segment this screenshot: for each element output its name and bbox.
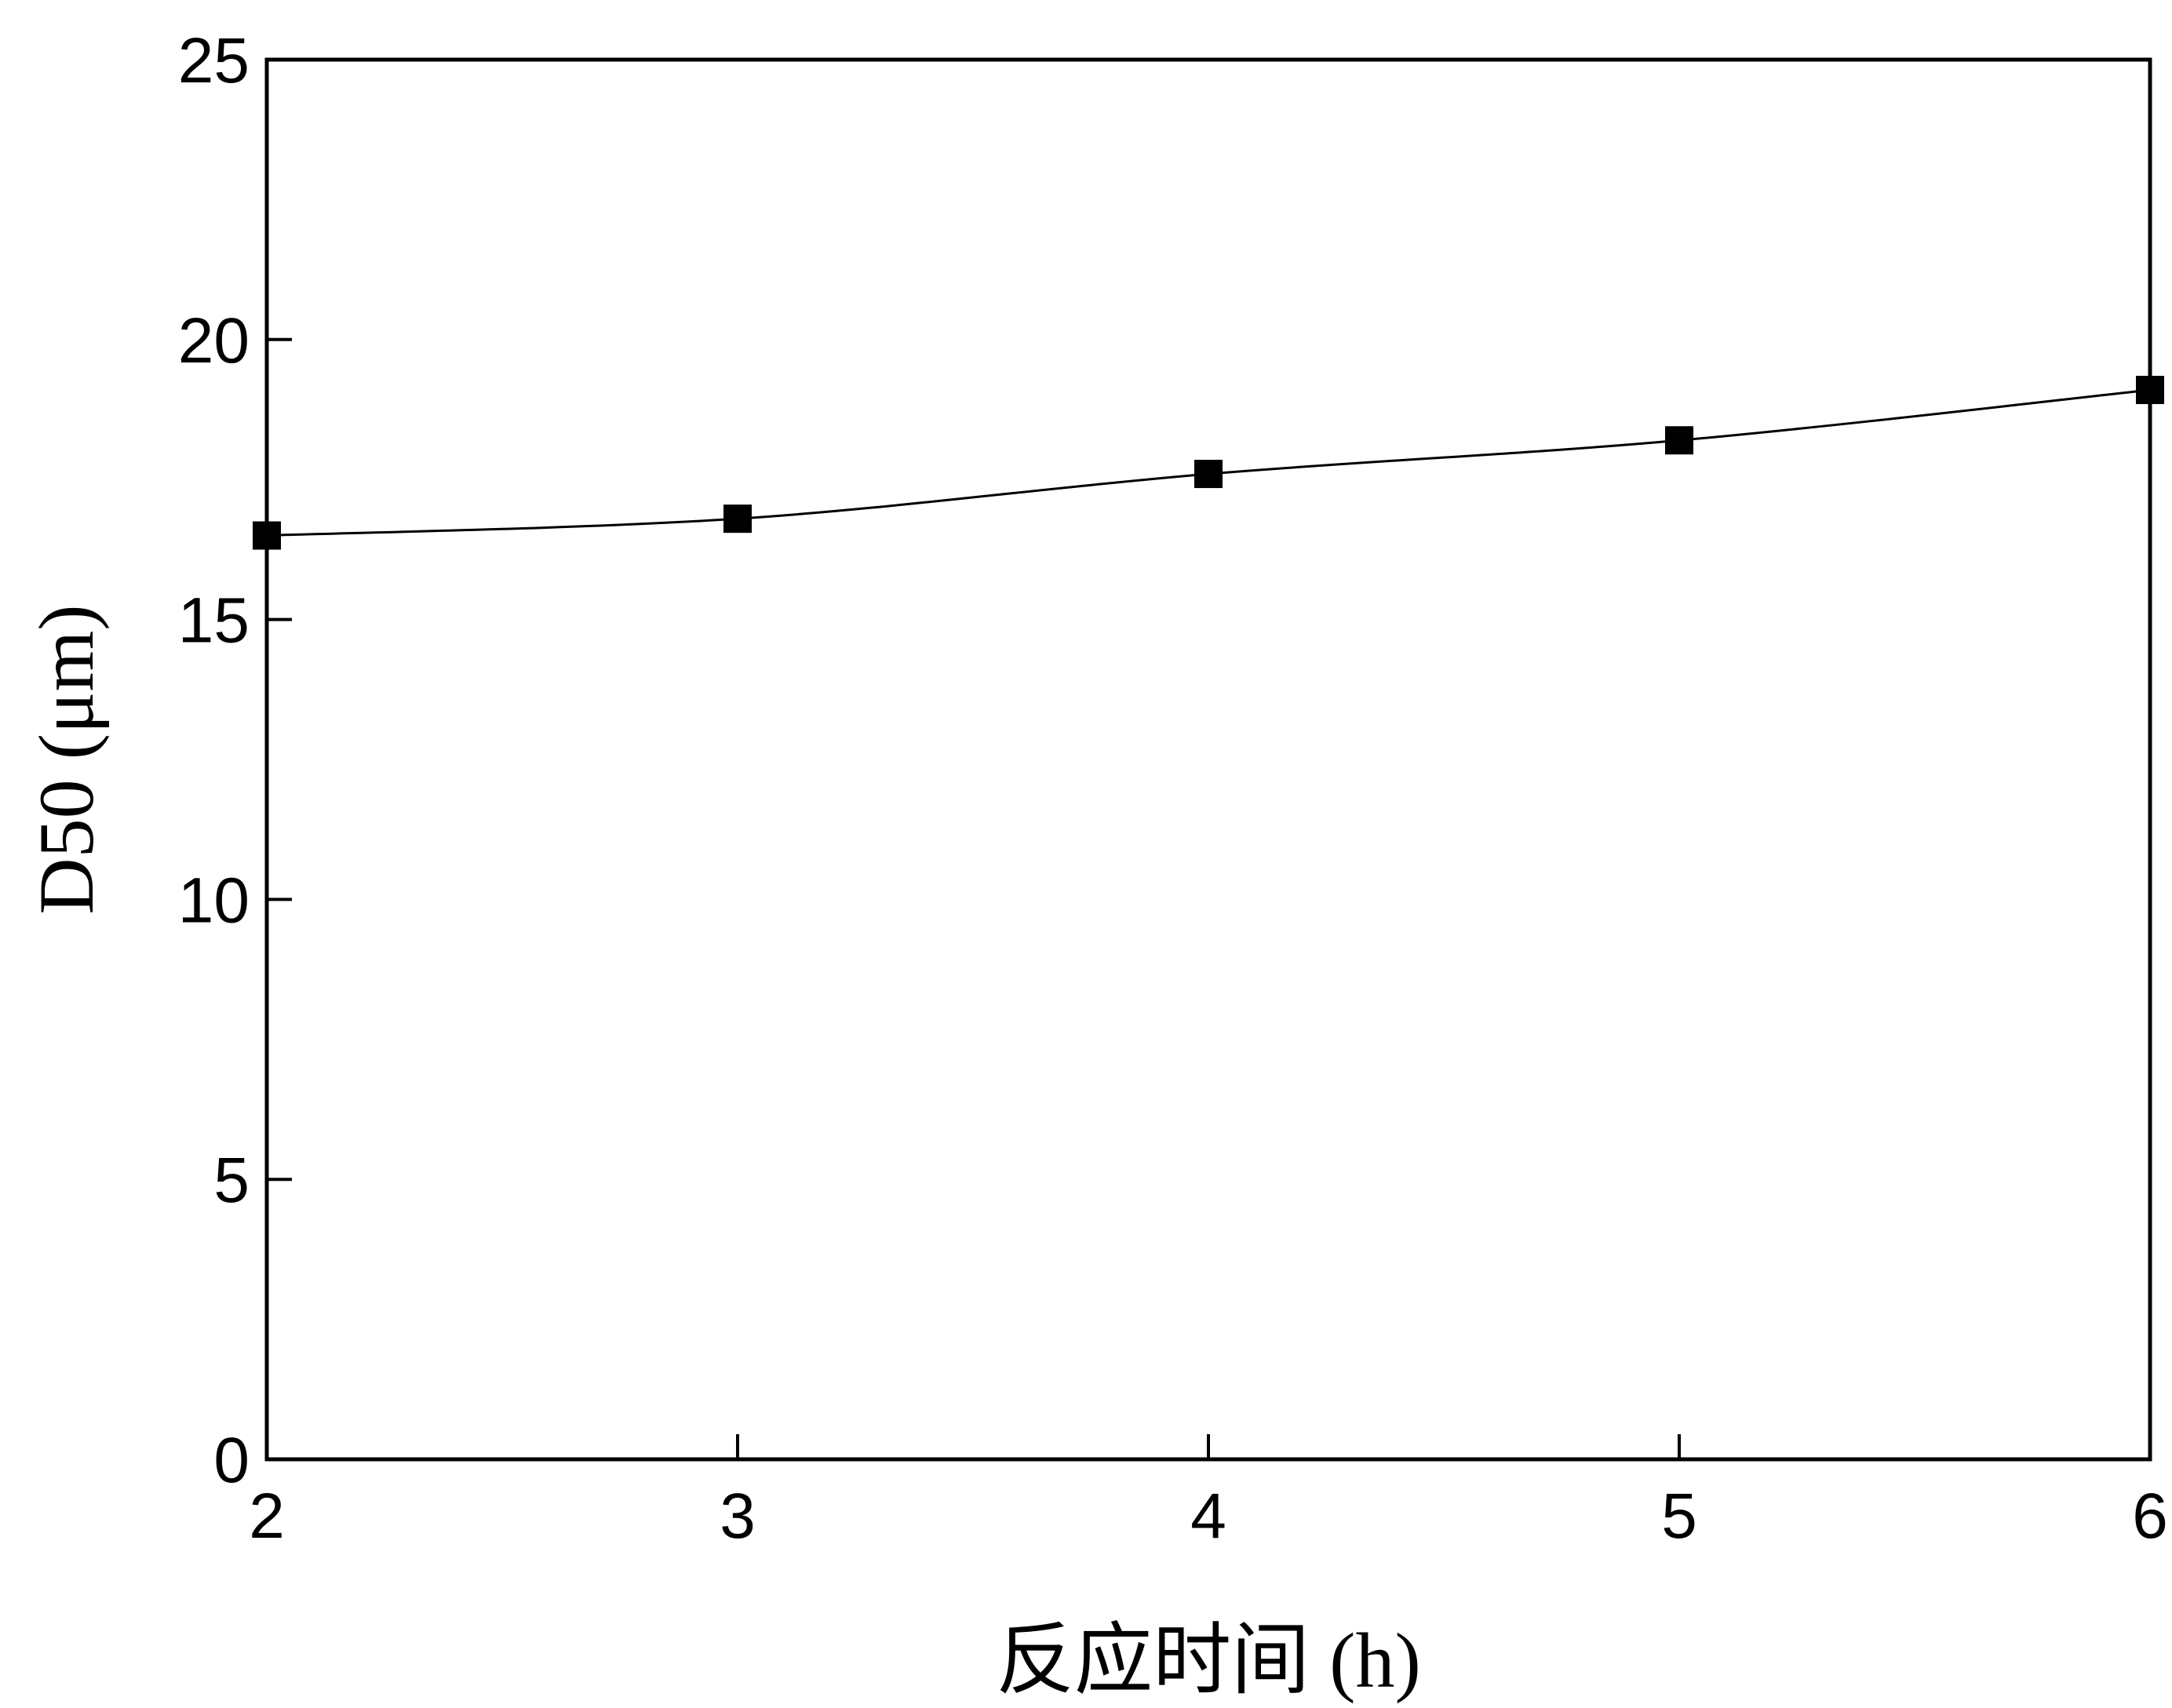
y-tick-label: 20	[178, 305, 250, 377]
x-tick-label: 5	[1661, 1480, 1697, 1552]
y-tick-label: 0	[213, 1425, 250, 1496]
x-tick-label: 6	[2132, 1480, 2168, 1552]
y-tick-label: 5	[213, 1145, 250, 1216]
y-tick-label: 10	[178, 865, 250, 936]
marker	[1665, 426, 1693, 455]
marker	[1194, 460, 1223, 489]
x-axis-title: 反应时间 (h)	[996, 1617, 1421, 1704]
x-tick-label: 2	[249, 1480, 285, 1552]
y-axis-title: D50 (μm)	[23, 604, 110, 914]
plot-frame	[264, 57, 2152, 1462]
y-tick-label: 15	[178, 585, 250, 657]
x-tick-label: 3	[720, 1480, 756, 1552]
x-tick-label: 4	[1190, 1480, 1226, 1552]
marker	[723, 504, 752, 534]
y-tick-label: 25	[178, 25, 250, 97]
